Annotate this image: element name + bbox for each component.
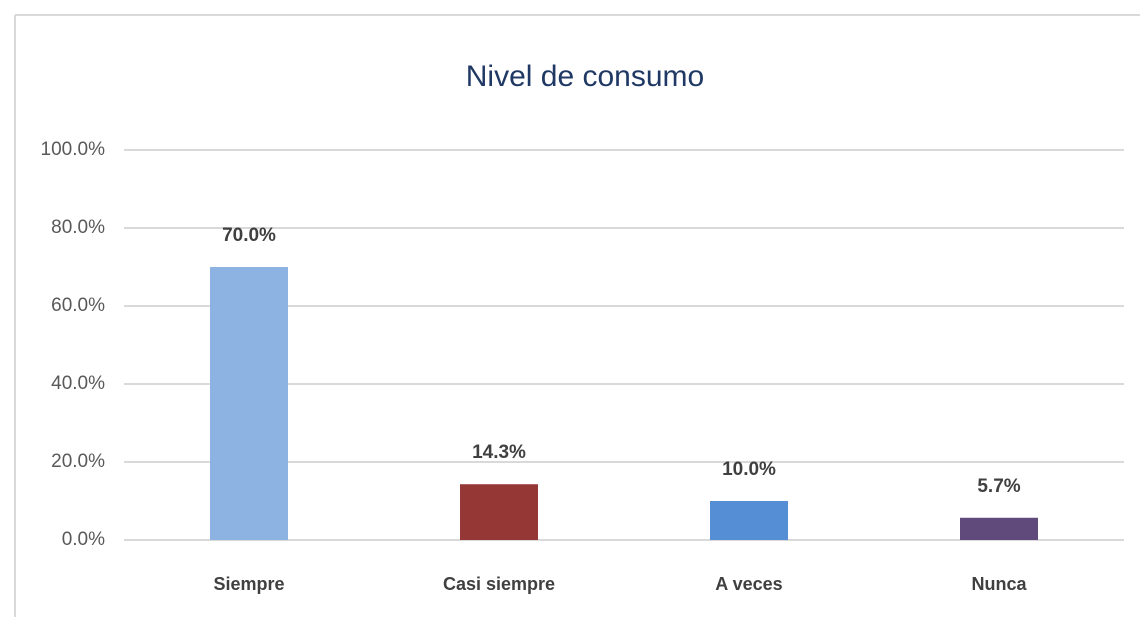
x-tick-label: Casi siempre	[443, 574, 555, 594]
y-tick-label: 0.0%	[62, 529, 105, 550]
y-tick-label: 80.0%	[51, 217, 105, 238]
value-label: 70.0%	[222, 225, 276, 246]
y-tick-label: 100.0%	[41, 139, 106, 160]
bar	[210, 267, 288, 540]
y-tick-label: 40.0%	[51, 373, 105, 394]
value-label: 10.0%	[722, 459, 776, 480]
bar	[960, 517, 1038, 540]
bar	[710, 501, 788, 540]
value-label: 14.3%	[472, 442, 526, 463]
bar	[460, 484, 538, 540]
y-tick-label: 20.0%	[51, 451, 105, 472]
x-tick-label: Siempre	[213, 574, 284, 594]
x-tick-label: Nunca	[971, 574, 1027, 594]
value-label: 5.7%	[977, 476, 1020, 497]
y-tick-label: 60.0%	[51, 295, 105, 316]
chart-title: Nivel de consumo	[466, 60, 704, 93]
x-tick-label: A veces	[715, 574, 782, 594]
